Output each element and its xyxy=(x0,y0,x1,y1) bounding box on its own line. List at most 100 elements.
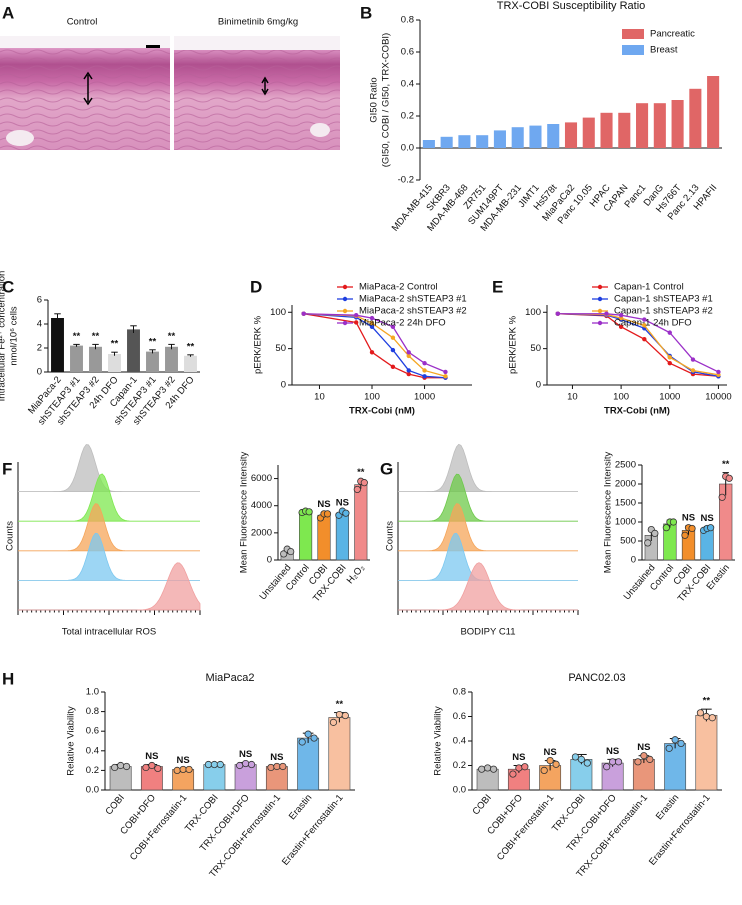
data-point xyxy=(122,762,131,771)
data-point xyxy=(369,324,375,330)
bar xyxy=(547,124,560,148)
bar xyxy=(707,76,720,148)
y-tick-label: 0.4 xyxy=(86,745,99,756)
bar xyxy=(51,318,64,372)
panel-letter: G xyxy=(380,459,393,478)
data-point xyxy=(369,350,375,355)
significance-label: ** xyxy=(168,331,176,342)
data-point xyxy=(662,524,670,532)
y-tick-label: 1000 xyxy=(615,517,636,528)
y-tick-label: 0 xyxy=(267,555,272,566)
y-tick-label: 0.2 xyxy=(453,760,466,771)
data-point xyxy=(667,360,672,366)
data-point xyxy=(690,368,696,373)
data-point xyxy=(323,510,332,518)
x-axis-label: BODIPY C11 xyxy=(460,627,515,638)
panel-letter: A xyxy=(2,3,14,22)
significance-label: ** xyxy=(357,467,365,478)
data-point xyxy=(642,323,647,328)
y-axis-label: Relative Viability xyxy=(66,706,77,776)
y-tick-label: 50 xyxy=(275,343,286,354)
legend-label: Capan-1 shSTEAP3 #2 xyxy=(614,306,713,317)
data-point xyxy=(725,474,733,482)
x-tick-label: Erastin xyxy=(654,792,681,822)
data-point xyxy=(301,311,306,316)
data-point xyxy=(353,312,359,318)
data-point xyxy=(310,734,318,742)
data-point xyxy=(716,369,721,375)
ridge xyxy=(18,473,200,522)
data-point xyxy=(642,317,647,322)
data-point xyxy=(406,350,411,355)
significance-label: NS xyxy=(270,752,283,763)
data-point xyxy=(509,770,517,778)
significance-label: NS xyxy=(700,513,713,524)
panel-letter: E xyxy=(492,277,503,296)
bar xyxy=(108,354,121,372)
legend-marker xyxy=(597,296,603,302)
bar xyxy=(511,127,524,148)
significance-label: NS xyxy=(317,499,330,510)
y-tick-label: -0.2 xyxy=(398,175,414,186)
data-point xyxy=(571,753,580,761)
data-point xyxy=(583,759,591,767)
data-point xyxy=(634,758,642,766)
data-point xyxy=(603,763,611,771)
y-axis-label: Counts xyxy=(5,521,16,551)
bar xyxy=(184,355,197,372)
y-axis-label: pERK/ERK % xyxy=(508,315,519,374)
data-point xyxy=(642,336,647,342)
legend-marker xyxy=(597,284,603,290)
y-axis-label: pERK/ERK % xyxy=(253,315,264,374)
significance-label: NS xyxy=(512,752,525,763)
y-tick-label: 0.0 xyxy=(401,143,414,154)
data-point xyxy=(690,357,696,362)
significance-label: ** xyxy=(703,696,711,707)
y-axis-label: GI50 Ratio xyxy=(369,77,380,122)
y-tick-label: 1.0 xyxy=(86,687,99,698)
y-tick-label: 0.4 xyxy=(401,79,414,90)
bar xyxy=(636,103,649,148)
data-point xyxy=(521,763,529,771)
bar xyxy=(354,484,368,561)
data-point xyxy=(667,330,672,335)
y-axis-label: Intracellular Fe²⁺ concentration xyxy=(0,271,8,402)
significance-label: NS xyxy=(239,749,252,760)
significance-label: NS xyxy=(145,751,158,762)
data-point xyxy=(677,739,685,748)
significance-label: ** xyxy=(149,336,157,347)
data-point xyxy=(665,744,673,752)
legend-label: Capan-1 shSTEAP3 #1 xyxy=(614,294,713,305)
ridge xyxy=(398,532,578,581)
data-point xyxy=(341,711,349,720)
data-point xyxy=(443,369,448,375)
data-point xyxy=(369,320,375,326)
ridge xyxy=(18,562,201,611)
ridge xyxy=(18,503,200,552)
data-point xyxy=(671,736,679,744)
y-tick-label: 0.8 xyxy=(401,15,414,26)
x-tick-label: Erastin+Ferrostatin-1 xyxy=(647,792,713,867)
data-point xyxy=(369,315,375,321)
x-axis-label: TRX-Cobi (nM) xyxy=(604,406,670,417)
data-point xyxy=(185,765,193,774)
ridge xyxy=(398,473,578,522)
y-tick-label: 2500 xyxy=(615,460,636,471)
y-axis-label: Mean Fluorescence Intensity xyxy=(603,452,614,574)
data-point xyxy=(443,374,448,379)
y-tick-label: 0.6 xyxy=(86,726,99,737)
bar xyxy=(564,122,578,148)
bar xyxy=(70,345,83,372)
data-point xyxy=(179,765,187,774)
x-tick-label: Erastin xyxy=(287,792,314,822)
legend-marker xyxy=(597,308,603,314)
legend-marker xyxy=(342,296,348,302)
data-point xyxy=(305,508,313,516)
data-point xyxy=(353,485,361,494)
bar xyxy=(695,714,718,791)
y-tick-label: 0.2 xyxy=(401,111,414,122)
bar xyxy=(618,112,631,148)
data-point xyxy=(335,710,343,719)
data-point xyxy=(329,718,338,726)
bar xyxy=(653,103,666,148)
